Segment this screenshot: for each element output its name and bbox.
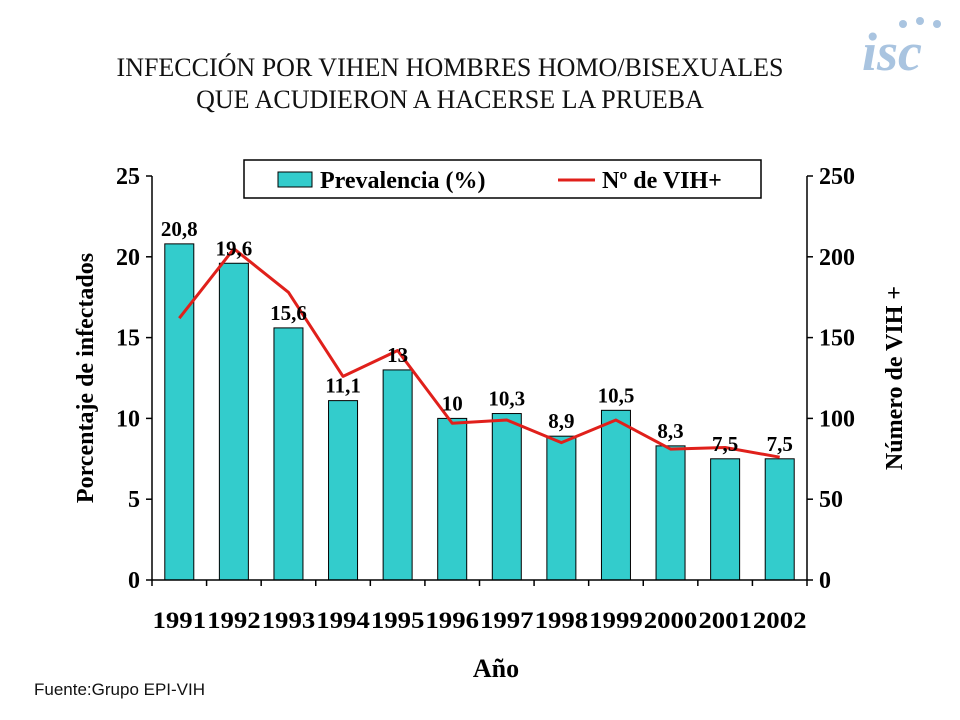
- y-tick-label: 15: [116, 326, 140, 352]
- bar: [382, 369, 413, 581]
- data-label: 8,9: [548, 409, 574, 433]
- y-tick-label: 0: [128, 568, 140, 594]
- data-label: 19,6: [216, 236, 253, 260]
- source-note: Fuente:Grupo EPI-VIH: [34, 680, 206, 699]
- x-tick-label: 1992: [207, 608, 261, 633]
- y-axis-title: Porcentaje de infectados: [73, 253, 99, 503]
- legend-box: [243, 159, 762, 199]
- bar: [600, 409, 631, 581]
- data-label: 7,5: [712, 432, 738, 456]
- data-label: 10,5: [598, 383, 635, 407]
- y-tick-label: 5: [128, 487, 140, 513]
- y2-axis-title: Número de VIH +: [882, 286, 908, 470]
- y-tick-label: 25: [116, 164, 140, 190]
- y-tick-label: 10: [116, 406, 140, 432]
- y2-tick-label: 250: [819, 164, 855, 190]
- legend-swatch-bar: [277, 171, 313, 188]
- legend-label-line: Nº de VIH+: [602, 168, 722, 194]
- y2-tick-label: 150: [819, 326, 855, 352]
- bar: [328, 400, 359, 581]
- data-label: 8,3: [657, 419, 683, 443]
- chart-title: INFECCIÓN POR VIHEN HOMBRES HOMO/BISEXUA…: [20, 52, 880, 116]
- bar: [491, 413, 522, 581]
- x-tick-label: 1997: [480, 608, 534, 633]
- logo-dot: [899, 20, 907, 28]
- x-tick-label: 1993: [262, 608, 316, 633]
- y2-tick-label: 100: [819, 406, 855, 432]
- bar: [546, 435, 577, 581]
- logo-dot: [916, 17, 924, 25]
- x-tick-label: 2002: [753, 608, 807, 633]
- bar: [655, 445, 686, 581]
- bar: [218, 262, 249, 581]
- y-tick-label: 20: [116, 245, 140, 271]
- x-tick-label: 1999: [589, 608, 643, 633]
- data-label: 15,6: [270, 301, 307, 325]
- logo-dot: [933, 20, 941, 28]
- data-label: 10,3: [488, 387, 525, 411]
- chart-title-line-1: INFECCIÓN POR VIHEN HOMBRES HOMO/BISEXUA…: [116, 53, 784, 82]
- logo-text: isc: [862, 22, 922, 82]
- x-tick-label: 2000: [644, 608, 698, 633]
- y2-tick-label: 200: [819, 245, 855, 271]
- data-label: 10: [442, 391, 463, 415]
- x-axis-title: Año: [473, 654, 519, 683]
- y2-tick-label: 0: [819, 568, 831, 594]
- legend-label-bar: Prevalencia (%): [320, 168, 486, 194]
- y2-tick-label: 50: [819, 487, 843, 513]
- x-tick-label: 1994: [316, 608, 370, 633]
- x-tick-label: 2001: [698, 608, 752, 633]
- bar: [710, 458, 741, 581]
- plot-area: 20,8 19,6 15,6 11,1 13 10 10,3 8,9 10,5 8,3 7,5 7,5…: [73, 159, 908, 683]
- data-label: 13: [387, 343, 408, 367]
- data-label: 7,5: [767, 432, 793, 456]
- bar: [164, 243, 195, 581]
- x-tick-label: 1995: [371, 608, 425, 633]
- bar: [273, 327, 304, 581]
- x-tick-label: 1998: [535, 608, 589, 633]
- isc-logo: isc: [862, 17, 941, 82]
- chart-title-line-2: QUE ACUDIERON A HACERSE LA PRUEBA: [196, 85, 704, 114]
- data-label: 11,1: [325, 374, 361, 398]
- line-series: [178, 247, 780, 459]
- bar: [764, 458, 795, 581]
- bar: [437, 417, 468, 581]
- x-tick-label: 1996: [425, 608, 479, 633]
- x-tick-label: 1991: [153, 608, 207, 633]
- data-label: 20,8: [161, 217, 198, 241]
